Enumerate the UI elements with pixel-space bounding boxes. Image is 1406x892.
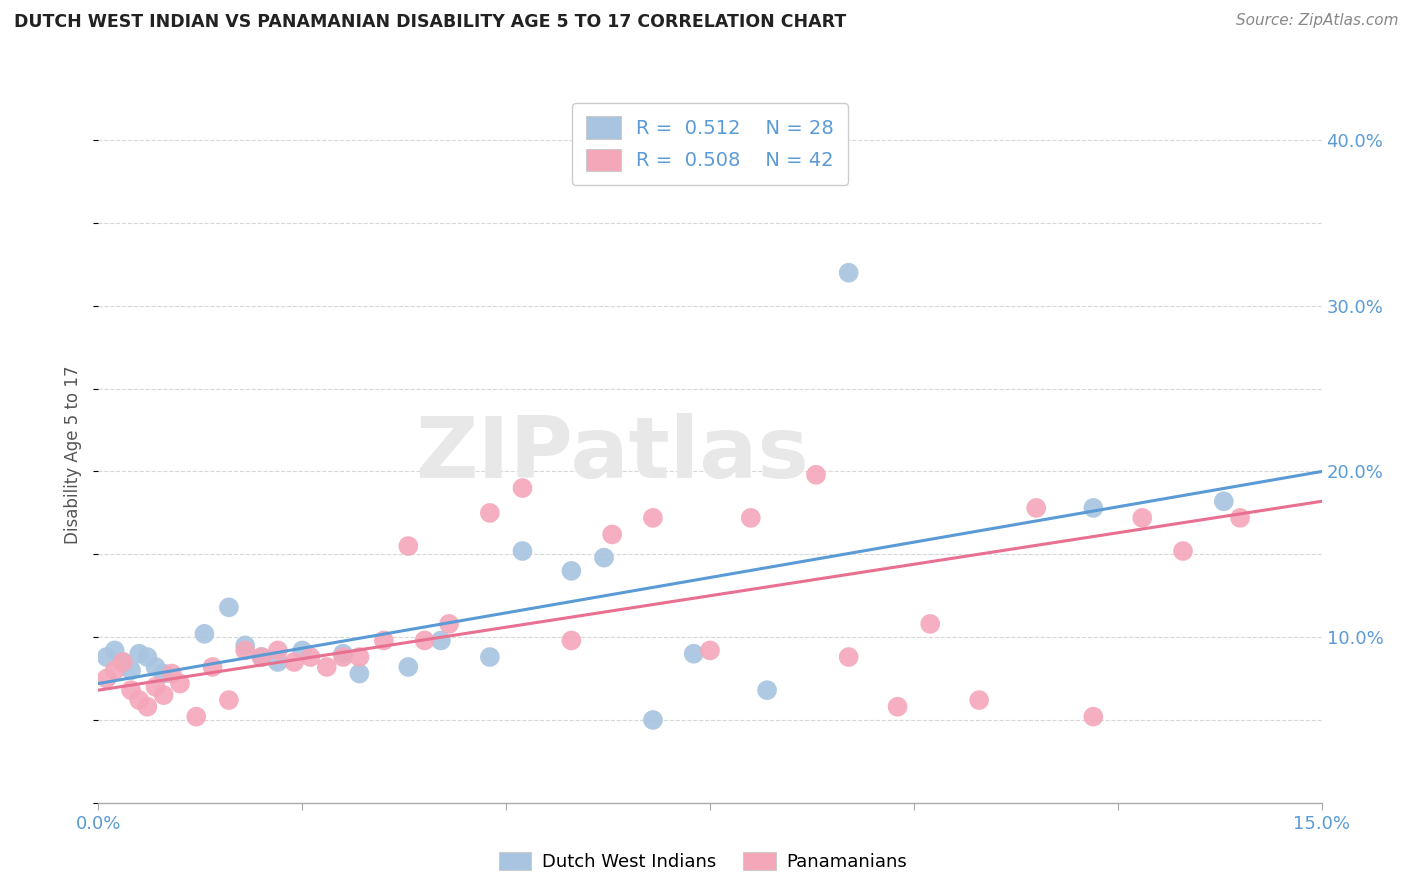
Point: [373, 633, 395, 648]
Point: [136, 699, 159, 714]
Point: [250, 650, 273, 665]
Point: [560, 633, 582, 648]
Point: [478, 506, 501, 520]
Point: [920, 616, 942, 631]
Point: [1025, 500, 1047, 515]
Point: [193, 627, 215, 641]
Point: [756, 683, 779, 698]
Point: [120, 663, 142, 677]
Point: [1171, 544, 1194, 558]
Point: [1229, 511, 1251, 525]
Text: DUTCH WEST INDIAN VS PANAMANIAN DISABILITY AGE 5 TO 17 CORRELATION CHART: DUTCH WEST INDIAN VS PANAMANIAN DISABILI…: [14, 13, 846, 31]
Point: [396, 539, 419, 553]
Point: [1083, 709, 1105, 723]
Point: [233, 643, 256, 657]
Point: [250, 650, 273, 665]
Point: [478, 650, 501, 665]
Point: [160, 666, 183, 681]
Point: [152, 688, 174, 702]
Point: [838, 266, 860, 280]
Point: [96, 672, 118, 686]
Point: [349, 666, 371, 681]
Point: [283, 655, 305, 669]
Point: [267, 655, 290, 669]
Point: [1212, 494, 1234, 508]
Point: [136, 650, 159, 665]
Point: [413, 633, 436, 648]
Point: [838, 650, 860, 665]
Point: [186, 709, 208, 723]
Point: [699, 643, 721, 657]
Point: [967, 693, 990, 707]
Legend: R =  0.512    N = 28, R =  0.508    N = 42: R = 0.512 N = 28, R = 0.508 N = 42: [572, 103, 848, 185]
Point: [315, 660, 337, 674]
Point: [299, 650, 322, 665]
Point: [600, 527, 623, 541]
Point: [201, 660, 224, 674]
Point: [233, 639, 256, 653]
Point: [512, 481, 534, 495]
Point: [111, 655, 134, 669]
Point: [332, 650, 354, 665]
Point: [430, 633, 453, 648]
Point: [218, 600, 240, 615]
Text: ZIPatlas: ZIPatlas: [415, 413, 808, 497]
Legend: Dutch West Indians, Panamanians: Dutch West Indians, Panamanians: [492, 845, 914, 879]
Point: [1130, 511, 1153, 525]
Point: [512, 544, 534, 558]
Point: [145, 660, 167, 674]
Point: [111, 655, 134, 669]
Point: [332, 647, 354, 661]
Point: [886, 699, 908, 714]
Point: [396, 660, 419, 674]
Point: [120, 683, 142, 698]
Text: Source: ZipAtlas.com: Source: ZipAtlas.com: [1236, 13, 1399, 29]
Point: [104, 663, 127, 677]
Point: [349, 650, 371, 665]
Point: [152, 666, 174, 681]
Point: [593, 550, 616, 565]
Point: [804, 467, 827, 482]
Point: [128, 693, 150, 707]
Point: [96, 650, 118, 665]
Y-axis label: Disability Age 5 to 17: Disability Age 5 to 17: [65, 366, 83, 544]
Point: [641, 713, 664, 727]
Point: [169, 676, 191, 690]
Point: [128, 647, 150, 661]
Point: [104, 643, 127, 657]
Point: [291, 643, 314, 657]
Point: [1083, 500, 1105, 515]
Point: [740, 511, 762, 525]
Point: [218, 693, 240, 707]
Point: [682, 647, 704, 661]
Point: [560, 564, 582, 578]
Point: [641, 511, 664, 525]
Point: [437, 616, 460, 631]
Point: [267, 643, 290, 657]
Point: [145, 680, 167, 694]
